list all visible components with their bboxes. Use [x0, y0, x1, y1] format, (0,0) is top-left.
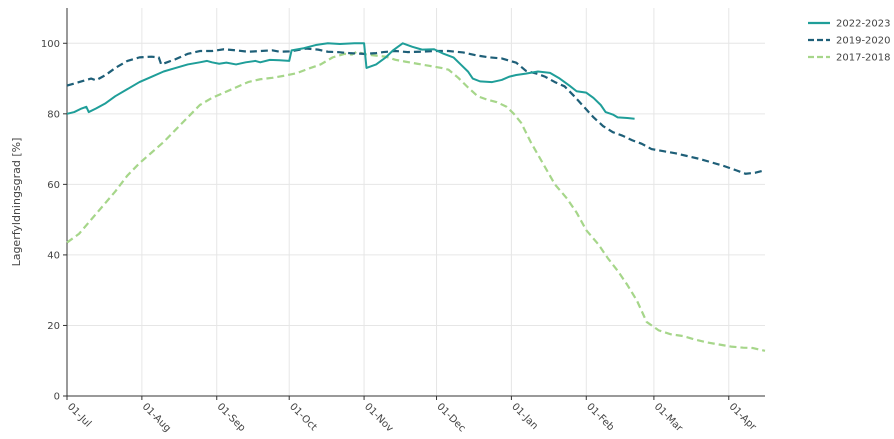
x-tick-label: 01-Dec [434, 401, 467, 434]
series-lines [66, 42, 766, 352]
plot-area [66, 8, 765, 397]
y-tick-label: 100 [41, 39, 60, 50]
series-line-2019-2020[interactable] [66, 47, 766, 175]
x-tick-label: 01-Nov [362, 401, 395, 434]
y-axis-ticks: 0 20 40 60 80 100 [41, 39, 67, 403]
legend-label: 2019-2020 [836, 36, 891, 47]
y-tick-label: 0 [54, 392, 60, 403]
series-line-2022-2023[interactable] [66, 42, 635, 120]
y-axis-title: Lagerfyldningsgrad [%] [10, 138, 23, 267]
x-tick-label: 01-Apr [727, 401, 759, 433]
legend-label: 2017-2018 [836, 53, 891, 64]
legend-label: 2022-2023 [836, 19, 891, 30]
x-tick-label: 01-Jan [509, 401, 540, 432]
x-tick-label: 01-Sep [215, 401, 248, 434]
y-tick-label: 80 [47, 109, 60, 120]
x-tick-label: 01-Jul [65, 401, 93, 429]
x-tick-label: 01-Mar [652, 401, 685, 434]
y-tick-label: 20 [47, 321, 60, 332]
grid [66, 8, 765, 397]
y-tick-label: 40 [47, 250, 60, 261]
x-tick-label: 01-Feb [584, 401, 616, 433]
y-tick-label: 60 [47, 180, 60, 191]
series-line-2017-2018[interactable] [66, 50, 766, 352]
legend[interactable]: 2022-2023 2019-2020 2017-2018 [808, 19, 891, 64]
x-tick-label: 01-Oct [287, 401, 319, 433]
x-axis-ticks: 01-Jul 01-Aug 01-Sep 01-Oct 01-Nov 01-Dec 01-J… [65, 396, 759, 435]
x-tick-label: 01-Aug [140, 401, 173, 434]
